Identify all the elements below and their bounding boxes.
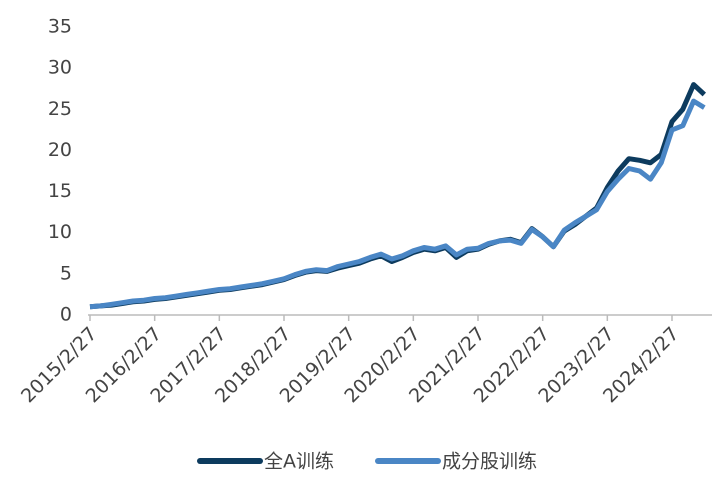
series-line <box>89 82 706 310</box>
y-tick-label: 10 <box>48 221 72 243</box>
y-tick-label: 0 <box>60 304 72 326</box>
y-tick-label: 20 <box>48 139 72 161</box>
y-tick-label: 35 <box>48 16 72 38</box>
y-tick-label: 15 <box>48 180 72 202</box>
legend-label: 成分股训练 <box>442 451 537 473</box>
series-line <box>89 98 706 310</box>
y-tick-label: 5 <box>60 262 72 284</box>
y-tick-label: 30 <box>48 57 72 79</box>
y-tick-label: 25 <box>48 98 72 120</box>
legend-label: 全A训练 <box>264 451 334 473</box>
